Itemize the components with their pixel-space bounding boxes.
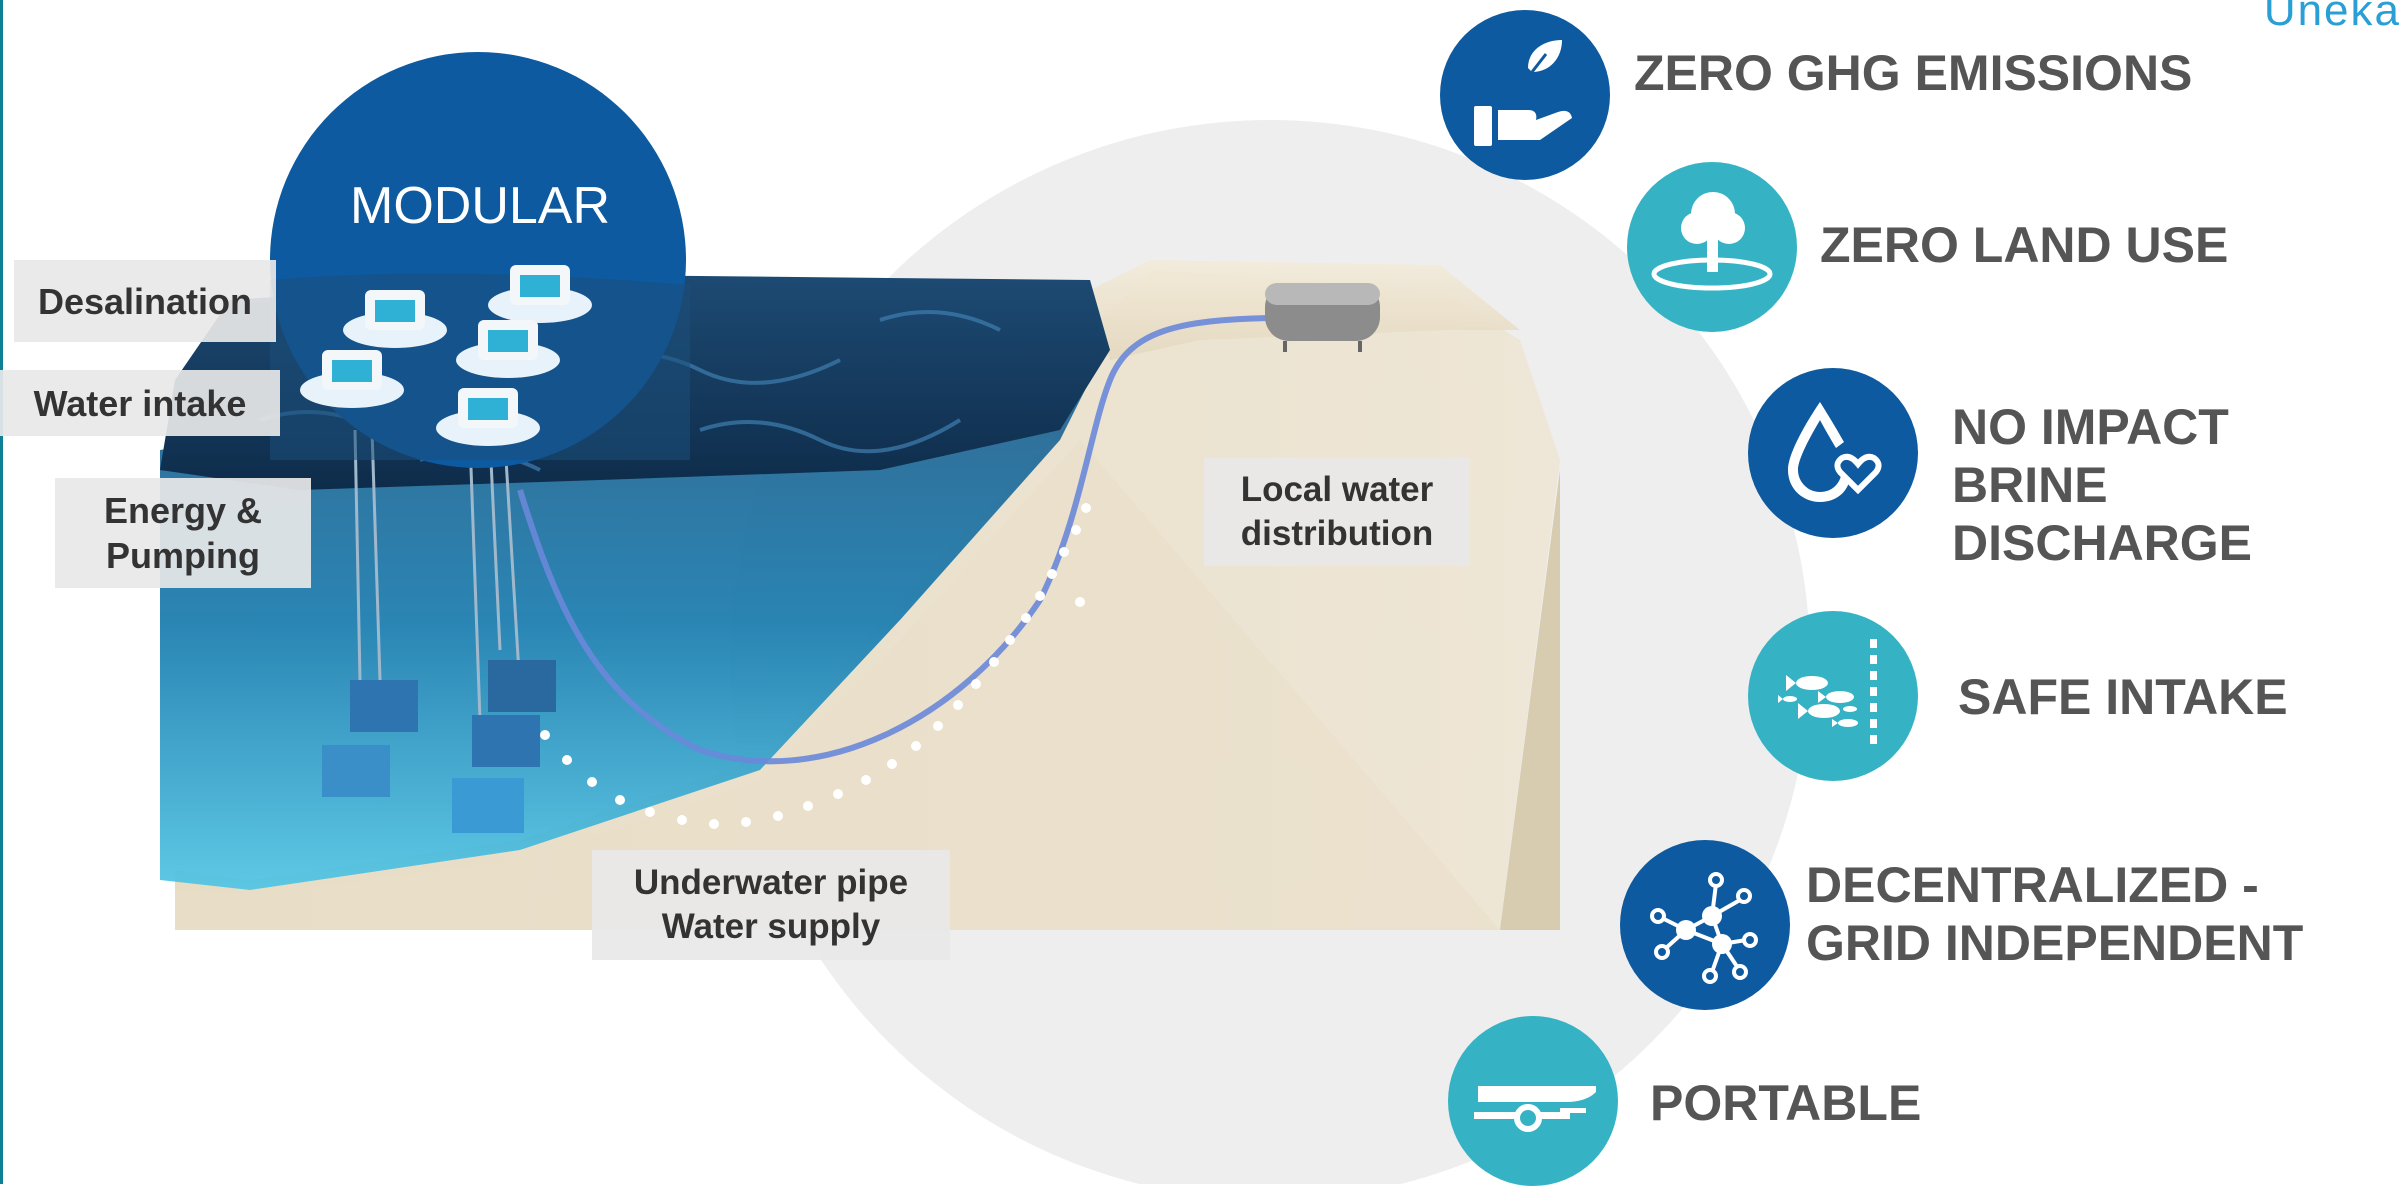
- label-water-supply-text: Water supply: [661, 907, 881, 946]
- feature-title-brine: NO IMPACT BRINE DISCHARGE: [1952, 399, 2253, 571]
- label-water-intake-text: Water intake: [33, 382, 247, 424]
- feature-title-land: ZERO LAND USE: [1820, 217, 2229, 273]
- storage-tank: [1265, 283, 1380, 352]
- fish-icon: [1748, 611, 1918, 781]
- label-underwater-pipe-text: Underwater pipe: [633, 863, 909, 903]
- brand-logo: Uneka: [2263, 0, 2401, 35]
- dotted-flow: [523, 503, 1091, 829]
- hand-leaf-icon: [1440, 10, 1610, 180]
- underwater-pipe: [517, 315, 1271, 765]
- label-underwater-pipe: Underwater pipe Water supply: [592, 850, 950, 960]
- modular-heading: MODULAR: [350, 177, 611, 235]
- trailer-icon: [1448, 1016, 1618, 1186]
- buoy-units: [300, 265, 592, 446]
- feature-title-portable: PORTABLE: [1650, 1075, 1922, 1131]
- label-desalination: Desalination: [14, 260, 276, 342]
- label-energy-pumping-text: Energy & Pumping: [103, 490, 263, 576]
- label-local-water: Local water distribution: [1204, 458, 1470, 566]
- label-water-intake: Water intake: [0, 370, 280, 436]
- network-icon: [1620, 840, 1790, 1010]
- feature-title-decentralized: DECENTRALIZED - GRID INDEPENDENT: [1806, 857, 2304, 971]
- tree-icon: [1627, 162, 1797, 332]
- label-local-water-text: Local water distribution: [1240, 470, 1434, 553]
- left-edge-bar: [0, 0, 3, 1184]
- feature-title-intake: SAFE INTAKE: [1958, 669, 2288, 725]
- label-desalination-text: Desalination: [37, 280, 253, 322]
- label-energy-pumping: Energy & Pumping: [55, 478, 311, 588]
- feature-title-ghg: ZERO GHG EMISSIONS: [1634, 45, 2193, 101]
- anchor-blocks: [322, 660, 556, 833]
- water-drop-heart-icon: [1748, 368, 1918, 538]
